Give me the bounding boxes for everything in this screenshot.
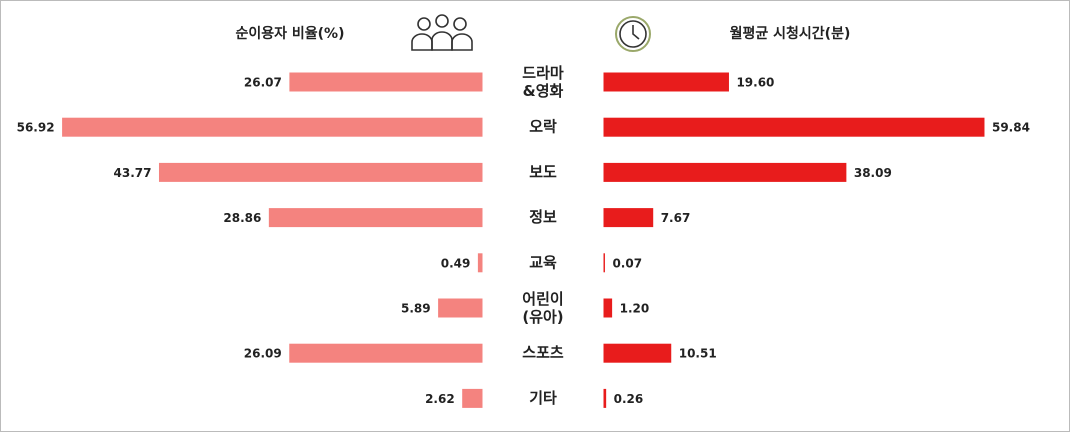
category-label: 드라마 &영화 xyxy=(522,64,564,100)
category-label: 스포츠 xyxy=(522,344,564,362)
bar xyxy=(268,208,483,228)
bar xyxy=(477,253,483,273)
bar xyxy=(603,72,729,92)
category-label: 어린이 (유아) xyxy=(522,290,563,326)
value-label: 0.49 xyxy=(441,256,471,270)
value-label: 0.07 xyxy=(612,256,642,270)
clock-icon xyxy=(615,16,651,52)
value-label: 10.51 xyxy=(679,347,717,361)
category-label: 교육 xyxy=(529,253,557,271)
value-label: 7.67 xyxy=(661,211,691,225)
bar xyxy=(603,208,654,228)
right-title: 월평균 시청시간(분) xyxy=(730,25,851,42)
value-label: 0.26 xyxy=(614,392,644,406)
value-label: 19.60 xyxy=(736,76,774,90)
value-label: 43.77 xyxy=(114,166,152,180)
left-title: 순이용자 비율(%) xyxy=(236,25,345,42)
value-label: 28.86 xyxy=(223,211,261,225)
value-label: 38.09 xyxy=(854,166,892,180)
bar xyxy=(158,162,483,182)
bar xyxy=(603,162,847,182)
bar xyxy=(603,388,607,408)
value-label: 26.07 xyxy=(244,76,282,90)
bar xyxy=(289,72,483,92)
bar xyxy=(62,117,483,137)
category-label: 오락 xyxy=(529,118,557,136)
value-label: 1.20 xyxy=(620,302,650,316)
bar xyxy=(603,117,985,137)
people-icon xyxy=(411,14,473,51)
bar xyxy=(603,343,672,363)
bar xyxy=(438,298,483,318)
value-label: 56.92 xyxy=(17,121,55,135)
value-label: 59.84 xyxy=(992,121,1030,135)
value-label: 2.62 xyxy=(425,392,455,406)
category-label: 정보 xyxy=(529,208,557,226)
bar xyxy=(289,343,483,363)
category-label: 기타 xyxy=(529,389,557,407)
value-label: 5.89 xyxy=(401,302,431,316)
bar xyxy=(603,298,613,318)
bar xyxy=(462,388,483,408)
category-label: 보도 xyxy=(529,163,557,181)
value-label: 26.09 xyxy=(244,347,282,361)
